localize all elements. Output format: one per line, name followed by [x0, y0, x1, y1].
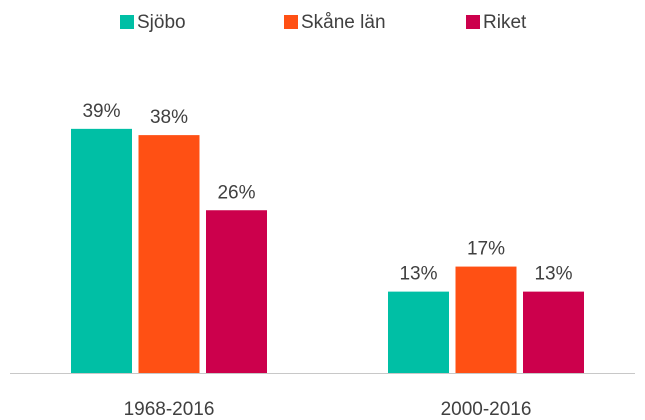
- legend-label: Riket: [483, 12, 527, 33]
- x-tick-label: 2000-2016: [441, 399, 532, 420]
- legend-swatch: [120, 15, 134, 29]
- value-label: 39%: [82, 101, 120, 122]
- value-label: 17%: [467, 239, 505, 260]
- bar: [455, 266, 517, 373]
- bar: [523, 291, 584, 373]
- value-label: 38%: [150, 107, 188, 128]
- value-label: 26%: [217, 182, 255, 203]
- x-tick-label: 1968-2016: [124, 399, 215, 420]
- bar: [206, 210, 267, 373]
- bar: [138, 135, 200, 373]
- legend-label: Sjöbo: [137, 12, 186, 33]
- value-label: 13%: [534, 264, 572, 285]
- legend-label: Skåne län: [301, 12, 386, 33]
- legend-swatch: [466, 15, 480, 29]
- bar: [388, 291, 449, 373]
- value-label: 13%: [399, 264, 437, 285]
- bar: [71, 128, 132, 373]
- legend-swatch: [284, 15, 298, 29]
